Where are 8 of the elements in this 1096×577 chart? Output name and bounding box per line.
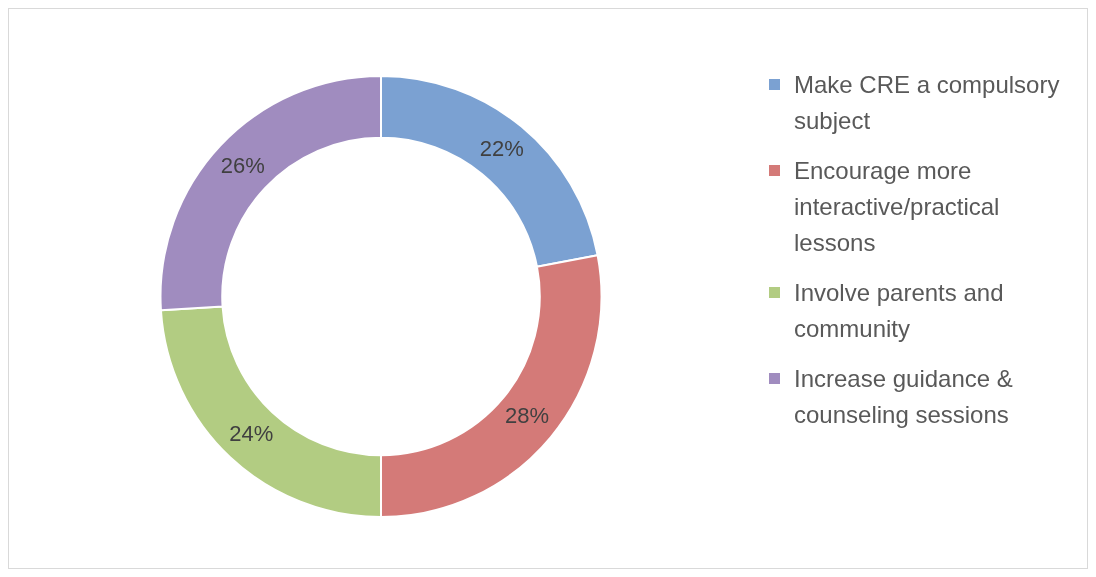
- data-label: 24%: [229, 420, 274, 446]
- data-label: 22%: [479, 136, 524, 162]
- legend-label: Increase guidance & counseling sessions: [794, 364, 1014, 430]
- data-label: 26%: [220, 152, 265, 178]
- legend-label: Make CRE a compulsory subject: [794, 70, 1061, 136]
- legend-label: Encourage more interactive/practical lessons: [794, 156, 1001, 258]
- legend-label: Involve parents and community: [794, 278, 1005, 344]
- data-label: 28%: [505, 403, 550, 429]
